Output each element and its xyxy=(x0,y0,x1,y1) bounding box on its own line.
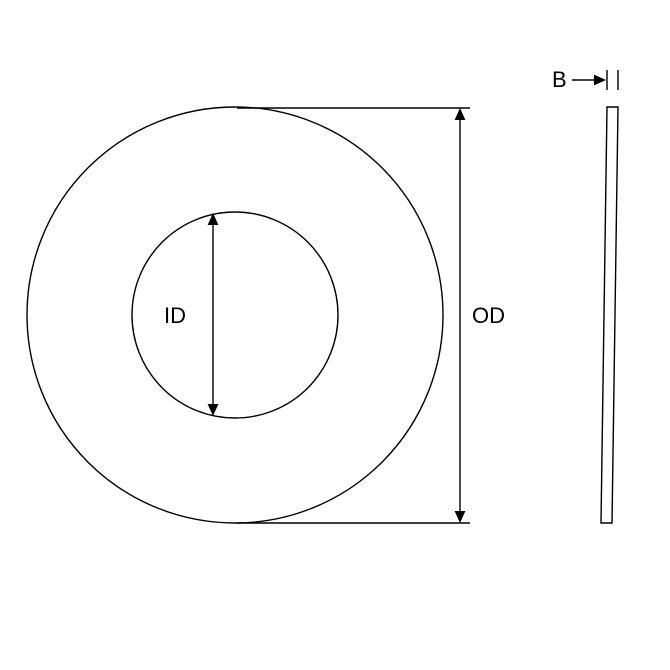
washer-outer-circle xyxy=(27,107,443,523)
washer-dimension-diagram: ID OD B xyxy=(0,0,670,670)
washer-side-profile xyxy=(601,107,618,523)
thickness-dimension: B xyxy=(552,67,618,92)
washer-inner-circle xyxy=(132,212,338,418)
outer-diameter-dimension: OD xyxy=(237,108,505,523)
inner-diameter-label: ID xyxy=(164,303,186,328)
thickness-label: B xyxy=(552,67,567,92)
inner-diameter-dimension: ID xyxy=(164,213,218,416)
outer-diameter-label: OD xyxy=(472,303,505,328)
